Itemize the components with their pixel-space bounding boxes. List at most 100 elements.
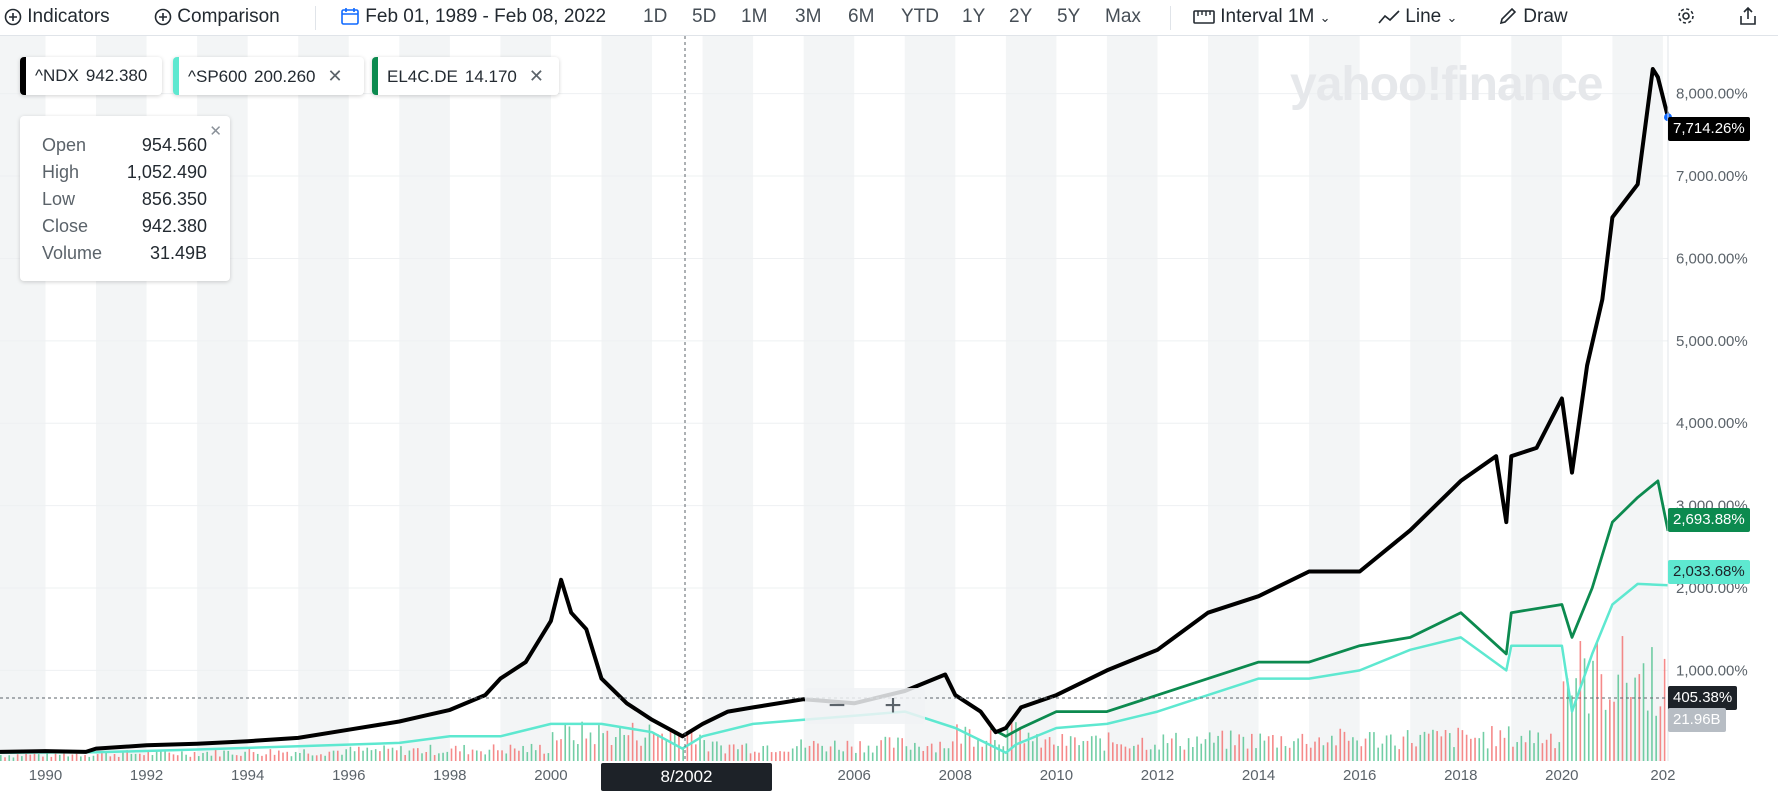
volume-bar (699, 734, 701, 761)
volume-bar (84, 755, 86, 761)
volume-bar (1272, 734, 1274, 761)
volume-bar (1516, 742, 1518, 761)
volume-bar (109, 756, 112, 761)
volume-bar (1192, 747, 1194, 761)
period-1m[interactable]: 1M (741, 6, 768, 27)
x-tick-label: 2020 (1545, 767, 1578, 784)
plus-circle-icon (4, 8, 22, 26)
comparison-button[interactable]: Comparison (154, 0, 280, 34)
indicators-label: Indicators (27, 6, 110, 27)
volume-bar (1558, 742, 1561, 761)
x-tick-label: 2012 (1141, 767, 1174, 784)
volume-bar (960, 743, 962, 761)
share-button[interactable] (1738, 0, 1758, 34)
period-6m[interactable]: 6M (848, 6, 875, 27)
period-ytd[interactable]: YTD (901, 6, 939, 27)
volume-bar (513, 748, 516, 761)
volume-bar (829, 746, 832, 761)
symbol-pill-sp600[interactable]: ^SP600 200.260 ✕ (173, 57, 364, 95)
volume-bar (1592, 660, 1594, 761)
volume-bar (484, 754, 486, 761)
volume-bar (379, 751, 381, 761)
volume-bar (1537, 732, 1540, 761)
zoom-out-button[interactable]: − (828, 689, 846, 722)
volume-bar (438, 753, 440, 761)
volume-bar (808, 745, 811, 761)
period-1d[interactable]: 1D (643, 6, 668, 27)
volume-bar (577, 744, 579, 761)
volume-bar (189, 756, 192, 761)
comparison-chart[interactable]: 1,000.00%2,000.00%3,000.00%4,000.00%5,00… (0, 36, 1778, 798)
volume-bar (775, 752, 777, 761)
date-range-picker[interactable]: Feb 01, 1989 - Feb 08, 2022 (340, 0, 606, 34)
volume-bar (42, 756, 44, 761)
volume-bar (593, 744, 596, 761)
volume-bar (374, 749, 377, 761)
volume-bar (1293, 741, 1295, 761)
volume-bar (113, 754, 116, 761)
chevron-down-icon: ⌄ (1319, 10, 1331, 25)
volume-bar (518, 750, 520, 761)
interval-selector[interactable]: Interval 1M ⌄ (1193, 0, 1330, 34)
x-tick-label: 2000 (534, 767, 567, 784)
volume-bar (425, 751, 428, 761)
volume-bar (8, 755, 11, 761)
draw-button[interactable]: Draw (1498, 0, 1568, 34)
volume-bar (631, 722, 634, 761)
period-3m[interactable]: 3M (795, 6, 822, 27)
volume-bar (1638, 674, 1641, 761)
volume-bar (1078, 745, 1080, 761)
volume-bar (1183, 749, 1186, 761)
volume-bar (556, 740, 558, 761)
zoom-in-button[interactable]: + (884, 689, 902, 722)
volume-bar (214, 749, 217, 761)
x-tick-label: 2018 (1444, 767, 1477, 784)
volume-bar (1613, 701, 1615, 761)
period-max[interactable]: Max (1105, 6, 1141, 27)
close-icon[interactable]: ✕ (209, 123, 222, 140)
close-icon[interactable]: ✕ (327, 66, 343, 86)
volume-bar (261, 755, 263, 761)
volume-bar (1305, 743, 1308, 761)
volume-bar (1095, 735, 1097, 761)
volume-bar (657, 734, 659, 761)
period-1y[interactable]: 1Y (962, 6, 986, 27)
volume-bar (353, 751, 356, 761)
volume-bar (1162, 734, 1165, 761)
settings-button[interactable] (1676, 0, 1696, 34)
volume-bar (703, 740, 706, 761)
volume-bar (1154, 744, 1156, 761)
close-icon[interactable]: ✕ (528, 66, 544, 86)
symbol-pill-el4c[interactable]: EL4C.DE 14.170 ✕ (372, 57, 559, 95)
volume-bar (644, 737, 647, 761)
close-value: 942.380 (141, 216, 207, 236)
volume-bar (522, 745, 524, 761)
volume-bar (589, 732, 592, 761)
volume-bar (1175, 732, 1177, 761)
volume-bar (492, 744, 495, 761)
volume-bar (497, 750, 499, 761)
period-5d[interactable]: 5D (692, 6, 717, 27)
volume-bar (1579, 641, 1582, 761)
volume-bar (1617, 674, 1620, 761)
volume-bar (606, 730, 609, 761)
volume-bar (265, 754, 267, 761)
period-5y[interactable]: 5Y (1057, 6, 1081, 27)
volume-bar (1642, 663, 1645, 761)
symbol-pill-ndx[interactable]: ^NDX 942.380 (20, 57, 162, 95)
volume-bar (509, 744, 512, 761)
year-band (500, 36, 551, 761)
period-2y[interactable]: 2Y (1009, 6, 1033, 27)
volume-bar (311, 755, 314, 761)
indicators-button[interactable]: Indicators (4, 0, 110, 34)
volume-bar (1470, 738, 1472, 761)
volume-bar (623, 734, 625, 761)
volume-bar (471, 749, 474, 761)
volume-bar (1242, 736, 1245, 761)
volume-bar (640, 745, 642, 761)
volume-bar (54, 751, 57, 761)
volume-bar (16, 754, 19, 761)
chart-type-selector[interactable]: Line ⌄ (1378, 0, 1457, 34)
volume-bar (1057, 745, 1059, 761)
volume-bar (71, 754, 74, 761)
